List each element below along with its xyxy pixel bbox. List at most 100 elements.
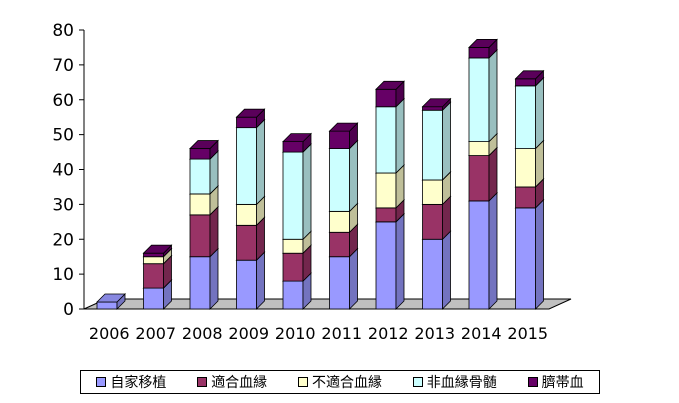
y-tick-label: 20 xyxy=(52,230,74,250)
bar-segment xyxy=(514,198,545,310)
bar-front xyxy=(96,301,118,310)
bar-side xyxy=(209,205,219,258)
bar-segment xyxy=(189,247,219,310)
bar-segment xyxy=(235,251,266,310)
x-tick-label: 2015 xyxy=(507,324,548,343)
bar-front xyxy=(329,231,350,258)
legend-swatch xyxy=(96,377,107,387)
bar-top xyxy=(421,98,452,108)
legend-label: 非血縁骨髄 xyxy=(426,375,497,391)
bar-front xyxy=(143,263,164,289)
y-tick-label: 60 xyxy=(52,91,74,111)
bar-segment xyxy=(421,101,452,181)
x-tick-label: 2011 xyxy=(321,324,362,343)
bar-side xyxy=(349,247,358,310)
bar-segment xyxy=(142,244,173,258)
bar-front xyxy=(236,259,257,310)
bar-side xyxy=(395,97,405,174)
bar-front xyxy=(468,141,490,156)
legend-label: 臍帯血 xyxy=(541,375,584,391)
bar-front xyxy=(189,158,211,195)
legend-item-cord-blood: 臍帯血 xyxy=(527,372,584,392)
bar-segment xyxy=(514,177,545,209)
bar-segment xyxy=(282,143,312,241)
x-tick-label: 2014 xyxy=(461,324,502,343)
bar-front xyxy=(236,224,257,261)
bar-front xyxy=(143,256,164,265)
bar-top xyxy=(96,293,126,303)
bar-front xyxy=(422,109,443,181)
bar-front xyxy=(515,207,536,310)
bar-front xyxy=(422,179,443,205)
bar-front xyxy=(422,203,443,240)
bar-side xyxy=(442,101,451,181)
bar-segment xyxy=(282,132,312,154)
bar-front xyxy=(236,203,257,226)
bar-side xyxy=(209,247,219,310)
bar-side xyxy=(535,198,544,310)
bar-front xyxy=(282,151,304,240)
bar-front xyxy=(422,238,443,310)
bar-front xyxy=(375,88,397,108)
legend-item-autologous: 自家移植 xyxy=(96,372,166,392)
bar-front xyxy=(422,106,443,111)
y-tick-label: 50 xyxy=(52,126,74,146)
bar-front xyxy=(282,141,304,153)
bar-side xyxy=(488,191,498,310)
bar-side xyxy=(349,139,358,213)
y-tick-label: 0 xyxy=(63,300,74,320)
legend-label: 不適合血縁 xyxy=(311,375,382,391)
bar-front xyxy=(143,252,164,258)
bar-top xyxy=(514,70,545,80)
bar-top xyxy=(468,39,498,48)
bar-segment xyxy=(468,191,498,310)
bar-front xyxy=(282,238,304,254)
bar-segment xyxy=(375,212,405,310)
bar-front xyxy=(375,106,397,174)
bar-front xyxy=(236,116,257,129)
legend-item-matched-related: 適合血縁 xyxy=(197,372,267,392)
bar-side xyxy=(395,212,405,310)
bar-top xyxy=(189,140,219,149)
legend-item-mismatched-related: 不適合血縁 xyxy=(297,372,382,392)
bar-front xyxy=(329,210,350,233)
legend-swatch xyxy=(412,377,423,387)
bar-front xyxy=(468,200,490,310)
bar-segment xyxy=(328,139,359,213)
bar-segment xyxy=(468,38,498,59)
bar-segment xyxy=(375,80,405,108)
bar-side xyxy=(256,251,265,310)
bar-front xyxy=(468,155,490,202)
bar-front xyxy=(282,252,304,282)
legend-label: 適合血縁 xyxy=(211,375,268,391)
bars xyxy=(96,38,545,310)
bar-side xyxy=(488,146,498,202)
bar-segment xyxy=(189,139,219,161)
y-tick-label: 30 xyxy=(52,195,74,215)
bar-segment xyxy=(375,97,405,174)
bar-side xyxy=(488,48,498,143)
y-tick-label: 70 xyxy=(52,56,74,76)
bar-top xyxy=(142,244,173,254)
legend-swatch xyxy=(297,377,308,387)
bar-front xyxy=(375,221,397,310)
bar-front xyxy=(189,214,211,258)
legend-item-unrelated-marrow: 非血縁骨髄 xyxy=(412,372,497,392)
bar-side xyxy=(442,230,451,310)
bar-front xyxy=(189,193,211,216)
bar-front xyxy=(329,130,350,149)
bar-front xyxy=(329,256,350,310)
legend: 自家移植 適合血縁 不適合血縁 非血縁骨髄 臍帯血 xyxy=(80,370,600,394)
bar-front xyxy=(468,57,490,142)
bar-top xyxy=(235,108,266,118)
bar-front xyxy=(515,78,536,87)
y-tick-label: 10 xyxy=(52,265,74,285)
bar-segment xyxy=(235,118,266,206)
x-tick-label: 2008 xyxy=(182,324,223,343)
legend-label: 自家移植 xyxy=(110,375,167,391)
bar-segment xyxy=(421,97,452,112)
bar-front xyxy=(515,186,536,209)
bar-front xyxy=(468,47,490,59)
bar-front xyxy=(515,148,536,188)
bar-segment xyxy=(514,76,545,150)
